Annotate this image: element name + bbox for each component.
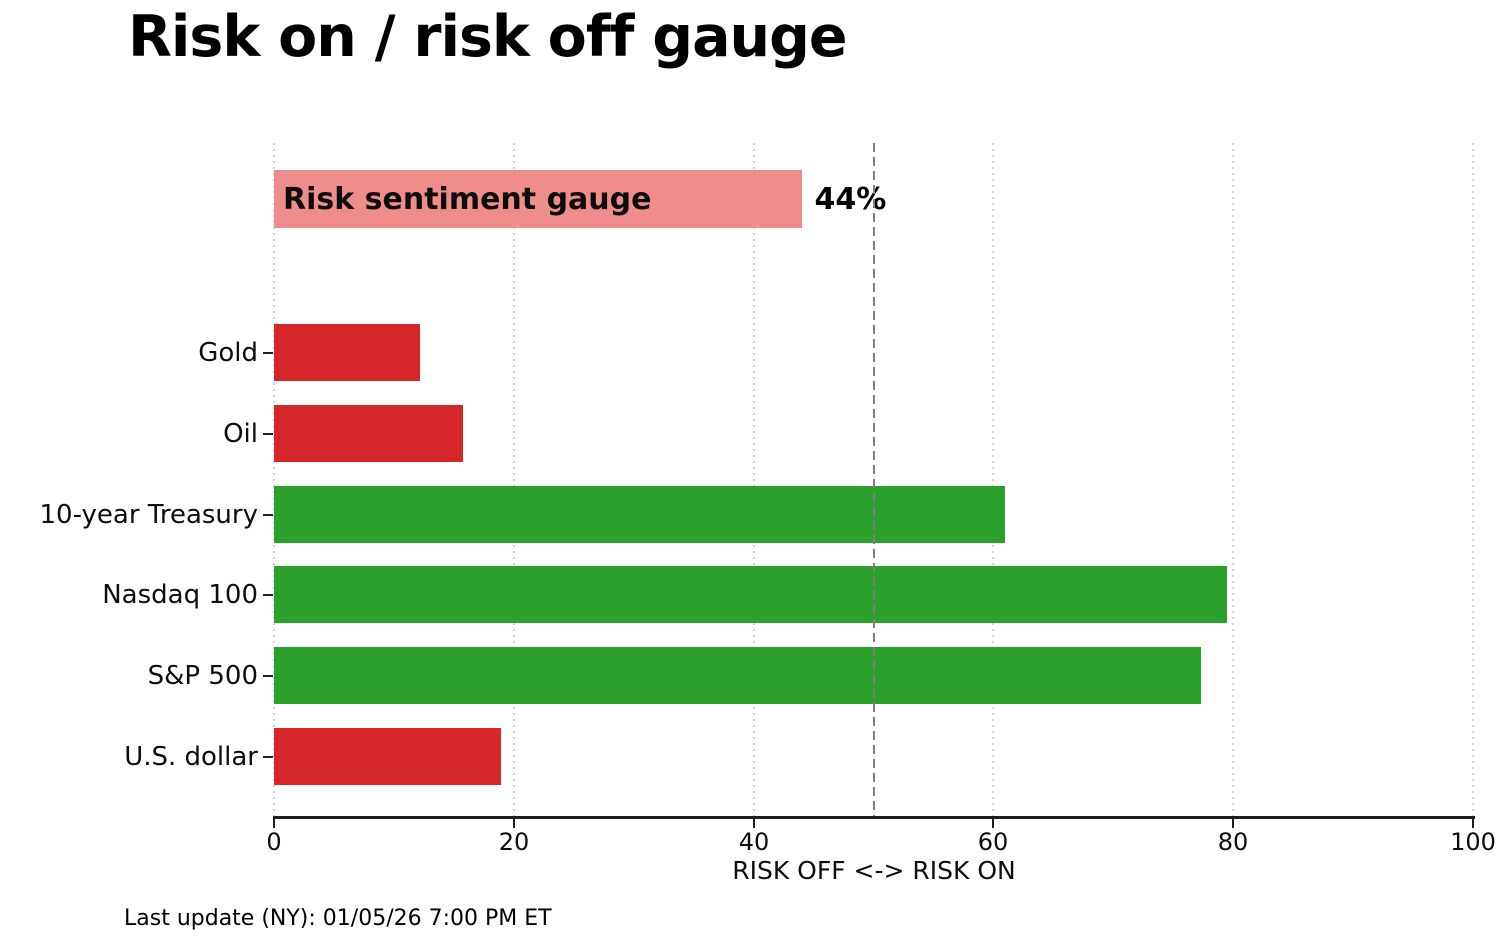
- x-tick-label-40: 40: [738, 828, 770, 856]
- category-label-nasdaq-100: Nasdaq 100: [102, 579, 258, 610]
- category-label-oil: Oil: [223, 418, 258, 449]
- last-update-note: Last update (NY): 01/05/26 7:00 PM ET: [124, 906, 552, 931]
- y-tick-nasdaq-100: [263, 593, 273, 596]
- gridline-60: [992, 143, 994, 816]
- category-label-10-year-treasury: 10-year Treasury: [39, 499, 259, 530]
- bar-oil: [274, 405, 464, 462]
- x-tick-40: [753, 819, 755, 828]
- x-tick-label-80: 80: [1217, 828, 1249, 856]
- gridline-100: [1472, 143, 1474, 816]
- gridline-20: [513, 143, 515, 816]
- x-tick-0: [273, 819, 275, 828]
- bar-s-p-500: [274, 647, 1201, 704]
- x-axis-label: RISK OFF <-> RISK ON: [732, 856, 1016, 885]
- bar-gold: [274, 324, 421, 381]
- x-axis-line: [273, 816, 1475, 819]
- gridline-80: [1232, 143, 1234, 816]
- bar-nasdaq-100: [274, 566, 1228, 623]
- reference-line-50: [873, 143, 875, 816]
- x-tick-label-20: 20: [498, 828, 530, 856]
- chart-title: Risk on / risk off gauge: [128, 4, 848, 70]
- x-tick-80: [1232, 819, 1234, 828]
- y-tick-oil: [263, 432, 273, 435]
- x-tick-label-60: 60: [977, 828, 1009, 856]
- x-tick-label-0: 0: [266, 828, 282, 856]
- risk-sentiment-gauge-bar: Risk sentiment gauge: [274, 170, 802, 228]
- gauge-bar-label: Risk sentiment gauge: [283, 181, 652, 217]
- gauge-value-label: 44%: [814, 181, 887, 217]
- gridline-0: [273, 143, 275, 816]
- category-label-u-s-dollar: U.S. dollar: [124, 741, 258, 772]
- x-tick-20: [513, 819, 515, 828]
- bar-u-s-dollar: [274, 728, 501, 785]
- bar-10-year-treasury: [274, 486, 1006, 543]
- category-label-gold: Gold: [198, 337, 258, 368]
- x-tick-label-100: 100: [1450, 828, 1496, 856]
- y-tick-10-year-treasury: [263, 513, 273, 516]
- x-tick-60: [992, 819, 994, 828]
- y-tick-s-p-500: [263, 674, 273, 677]
- y-tick-gold: [263, 351, 273, 354]
- category-label-s-p-500: S&P 500: [147, 660, 258, 691]
- gridline-40: [753, 143, 755, 816]
- y-tick-u-s-dollar: [263, 755, 273, 758]
- x-tick-100: [1472, 819, 1474, 828]
